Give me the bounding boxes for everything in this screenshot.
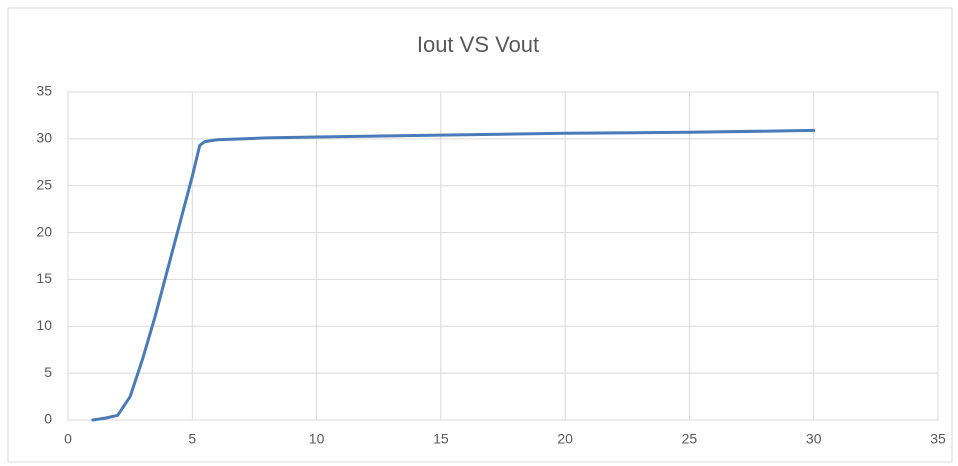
- chart-title: Iout VS Vout: [417, 32, 539, 57]
- y-tick-label: 0: [44, 411, 52, 427]
- x-tick-label: 5: [188, 431, 196, 447]
- y-tick-label: 10: [36, 317, 52, 333]
- x-tick-label: 0: [64, 431, 72, 447]
- x-tick-label: 25: [682, 431, 698, 447]
- y-tick-label: 25: [36, 176, 52, 192]
- y-tick-label: 30: [36, 130, 52, 146]
- data-line: [91, 128, 816, 422]
- y-tick-label: 20: [36, 223, 52, 239]
- y-tick-label: 35: [36, 83, 52, 99]
- y-tick-label: 15: [36, 270, 52, 286]
- x-tick-label: 30: [806, 431, 822, 447]
- y-tick-label: 5: [44, 364, 52, 380]
- chart-border: [7, 7, 953, 463]
- x-tick-label: 10: [309, 431, 325, 447]
- x-tick-label: 35: [930, 431, 946, 447]
- x-tick-label: 15: [433, 431, 449, 447]
- x-tick-label: 20: [557, 431, 573, 447]
